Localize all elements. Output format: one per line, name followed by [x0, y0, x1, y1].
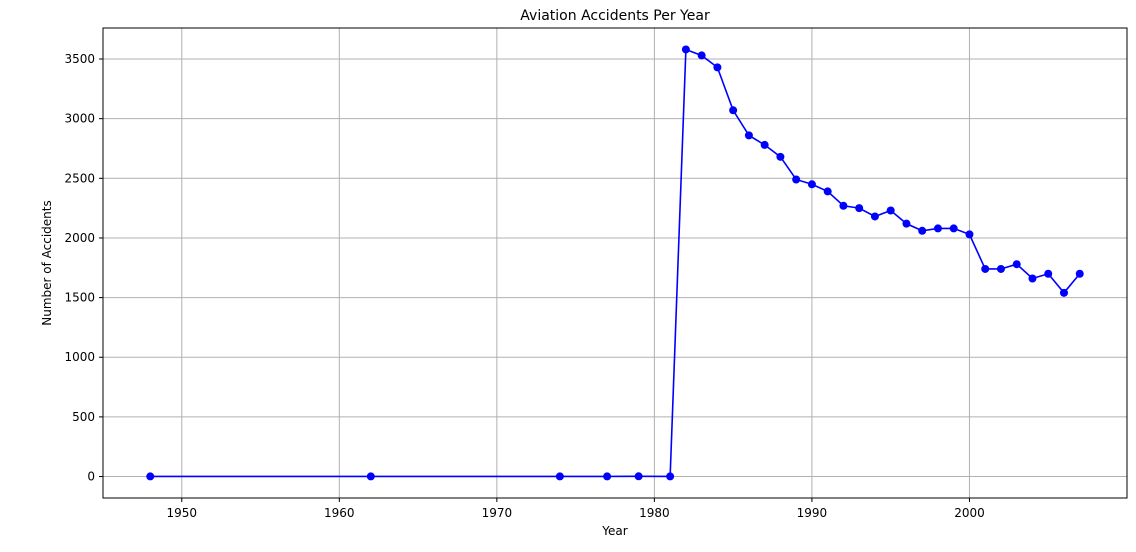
x-tick-label: 1950	[166, 506, 197, 520]
y-axis-label: Number of Accidents	[40, 200, 54, 326]
data-point	[603, 472, 612, 481]
x-tick-label: 2000	[954, 506, 985, 520]
data-point	[776, 152, 785, 161]
data-point	[981, 264, 990, 273]
y-tick-label: 500	[72, 410, 95, 424]
data-point	[1059, 288, 1068, 297]
data-point	[697, 51, 706, 60]
x-tick-label: 1960	[324, 506, 355, 520]
y-tick-label: 0	[87, 470, 95, 484]
plot-frame	[102, 27, 1128, 499]
data-point	[949, 224, 958, 233]
x-tick-label: 1990	[797, 506, 828, 520]
y-tick-label: 2000	[64, 231, 95, 245]
data-point	[918, 226, 927, 235]
data-point	[713, 63, 722, 72]
data-point	[807, 180, 816, 189]
y-tick-label: 3000	[64, 112, 95, 126]
x-tick-label: 1970	[482, 506, 513, 520]
data-point	[555, 472, 564, 481]
y-tick-label: 2500	[64, 171, 95, 185]
data-point	[634, 472, 643, 481]
data-point	[1012, 260, 1021, 269]
data-point	[902, 219, 911, 228]
data-point	[870, 212, 879, 221]
series-layer	[146, 45, 1084, 481]
data-point	[792, 175, 801, 184]
data-point	[996, 264, 1005, 273]
data-point	[933, 224, 942, 233]
data-point	[823, 187, 832, 196]
x-axis-ticks: 1950 1960 1970 1980 1990 2000	[166, 498, 985, 520]
y-tick-label: 1000	[64, 350, 95, 364]
data-point	[666, 472, 675, 481]
data-point	[681, 45, 690, 54]
data-point	[1044, 269, 1053, 278]
grid	[103, 28, 1127, 498]
series-line	[150, 48, 1081, 478]
data-point	[965, 230, 974, 239]
y-tick-label: 3500	[64, 52, 95, 66]
data-point	[1028, 274, 1037, 283]
data-point	[855, 204, 864, 213]
y-tick-label: 1500	[64, 291, 95, 305]
data-point	[886, 206, 895, 215]
data-point	[839, 201, 848, 210]
x-axis-label: Year	[601, 524, 627, 538]
data-point	[1075, 269, 1084, 278]
data-point	[729, 106, 738, 115]
data-point	[760, 140, 769, 149]
chart-title: Aviation Accidents Per Year	[520, 8, 710, 24]
data-point	[744, 131, 753, 140]
y-axis-ticks: 0 500 1000 1500 2000 2500 3000 3500	[64, 52, 103, 484]
data-point	[366, 472, 375, 481]
data-point	[146, 472, 155, 481]
x-tick-label: 1980	[639, 506, 670, 520]
